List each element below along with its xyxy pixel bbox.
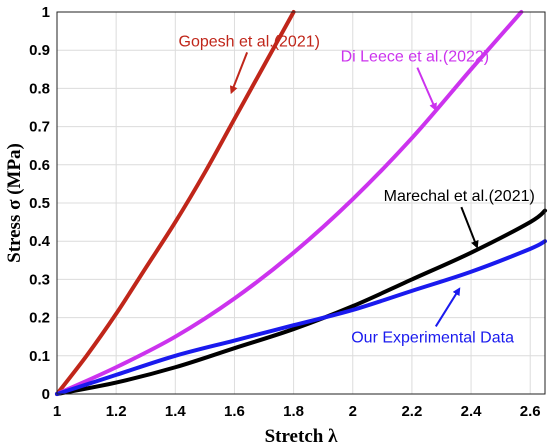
y-tick-label: 0.1 — [29, 348, 50, 365]
annotation-label: Marechal et al.(2021) — [384, 188, 535, 205]
annotation-label: Di Leece et al.(2022) — [341, 49, 490, 66]
y-tick-label: 0.8 — [29, 80, 50, 97]
series-layer — [55, 10, 547, 396]
y-axis-label: Stress σ (MPa) — [4, 143, 25, 263]
y-tick-label: 0.6 — [29, 157, 50, 174]
tick-labels: 1 1.2 1.4 1.6 1.8 2 2.2 2.4 2.6 0 0.1 0.2 0.3 0.4 0.5 0… — [29, 4, 541, 420]
x-tick-label: 2.2 — [401, 403, 422, 420]
y-tick-label: 0.7 — [29, 119, 50, 136]
y-tick-label: 1 — [42, 4, 50, 21]
x-tick-label: 1.6 — [224, 403, 245, 420]
x-tick-label: 2 — [349, 403, 357, 420]
series-line-0 — [55, 10, 296, 396]
x-tick-label: 2.4 — [461, 403, 483, 420]
series-line-2 — [55, 208, 547, 396]
x-tick-label: 2.6 — [520, 403, 541, 420]
y-tick-label: 0.2 — [29, 310, 50, 327]
annotations: Gopesh et al.(2021) Di Leece et al.(2022)… — [179, 33, 535, 346]
y-tick-label: 0.9 — [29, 42, 50, 59]
x-tick-label: 1.8 — [283, 403, 304, 420]
annotation-label: Our Experimental Data — [351, 329, 514, 346]
series-line-1 — [55, 10, 524, 396]
x-tick-label: 1.2 — [106, 403, 127, 420]
annotation-arrow — [229, 52, 249, 95]
annotation-label: Gopesh et al.(2021) — [179, 33, 320, 50]
y-tick-label: 0.5 — [29, 195, 50, 212]
annotation-arrow — [434, 287, 461, 327]
y-tick-label: 0 — [42, 386, 50, 403]
annotation-arrow — [416, 67, 437, 112]
x-tick-label: 1 — [53, 403, 61, 420]
y-tick-label: 0.3 — [29, 271, 50, 288]
annotation-arrow — [460, 206, 479, 249]
x-axis-label: Stretch λ — [265, 426, 338, 447]
y-tick-label: 0.4 — [29, 233, 51, 250]
plot-frame — [56, 11, 546, 395]
x-tick-label: 1.4 — [165, 403, 187, 420]
series-line-3 — [55, 239, 547, 396]
